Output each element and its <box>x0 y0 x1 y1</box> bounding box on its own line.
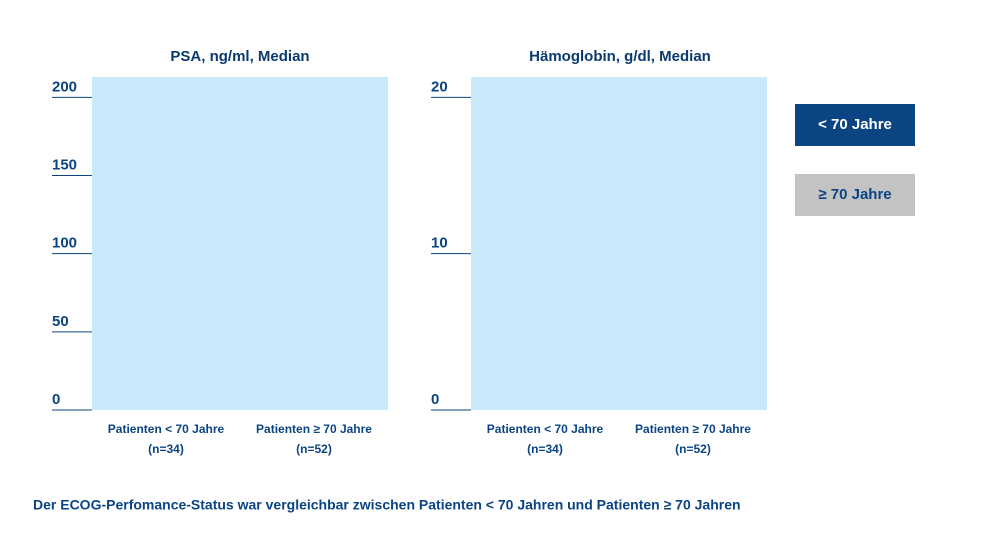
y-tick-label: 200 <box>52 78 77 95</box>
legend-box <box>795 174 915 216</box>
chart-title: PSA, ng/ml, Median <box>170 48 309 65</box>
y-tick-label: 150 <box>52 156 77 173</box>
legend-label: < 70 Jahre <box>818 116 892 133</box>
x-tick-label: (n=52) <box>675 442 711 456</box>
chart-title: Hämoglobin, g/dl, Median <box>529 48 711 65</box>
x-tick-label: (n=34) <box>148 442 184 456</box>
footnote: Der ECOG-Perfomance-Status war vergleich… <box>33 497 741 513</box>
plot-area <box>471 77 767 410</box>
x-tick-label: Patienten ≥ 70 Jahre <box>256 422 372 436</box>
y-tick-label: 20 <box>431 78 448 95</box>
y-tick-label: 50 <box>52 313 69 330</box>
plot-area <box>92 77 388 410</box>
y-tick-label: 10 <box>431 235 448 252</box>
legend-label: ≥ 70 Jahre <box>818 186 891 203</box>
y-tick-label: 0 <box>431 391 439 408</box>
legend-box <box>795 104 915 146</box>
x-tick-label: Patienten < 70 Jahre <box>487 422 604 436</box>
x-tick-label: (n=52) <box>296 442 332 456</box>
x-tick-label: Patienten ≥ 70 Jahre <box>635 422 751 436</box>
x-tick-label: (n=34) <box>527 442 563 456</box>
y-tick-label: 0 <box>52 391 60 408</box>
y-tick-label: 100 <box>52 235 77 252</box>
x-tick-label: Patienten < 70 Jahre <box>108 422 225 436</box>
